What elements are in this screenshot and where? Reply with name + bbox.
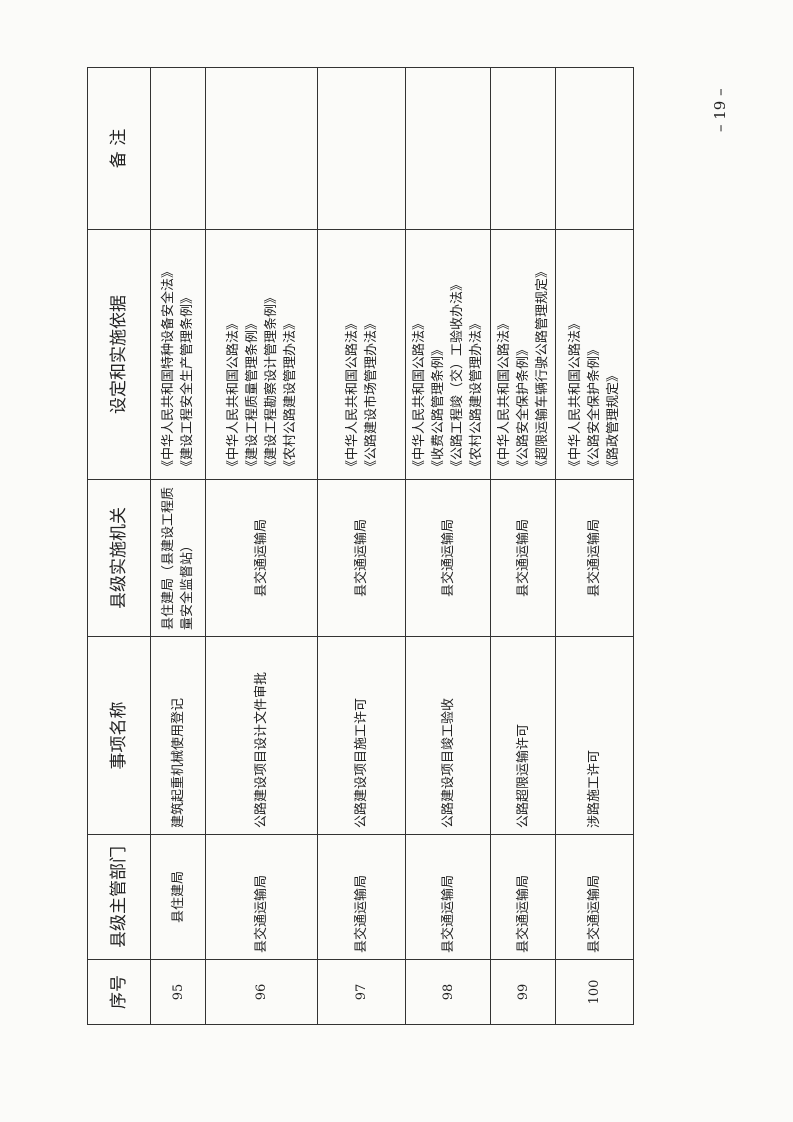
cell-agency: 县交通运输局 xyxy=(205,479,318,637)
table-row: 100 县交通运输局 涉路施工许可 县交通运输局 《中华人民共和国公路法》 《公路安全保护… xyxy=(555,67,634,1025)
rotated-table-container: 序号 县级主管部门 事项名称 县级实施机关 设定和实施依据 备 注 95 县住建局… xyxy=(87,67,634,1025)
header-remark: 备 注 xyxy=(87,67,151,230)
basis-line: 《中华人民共和国公路法》 xyxy=(225,316,241,473)
cell-dept: 县交通运输局 xyxy=(405,834,491,960)
basis-line: 《公路工程竣（交）工验收办法》 xyxy=(450,277,465,473)
table-row: 95 县住建局 建筑起重机械使用登记 县住建局（县建设工程质量安全监督站） 《中华人民共… xyxy=(150,67,206,1025)
header-no: 序号 xyxy=(87,959,151,1025)
basis-line: 《中华人民共和国公路法》 xyxy=(568,316,583,473)
cell-remark xyxy=(205,67,318,230)
cell-item: 涉路施工许可 xyxy=(555,636,634,835)
cell-dept: 县交通运输局 xyxy=(205,834,318,960)
cell-basis: 《中华人民共和国公路法》 《公路安全保护条例》 《路政管理规定》 xyxy=(555,229,634,480)
basis-line: 《中华人民共和国公路法》 xyxy=(344,316,360,473)
basis-line: 《超限运输车辆行驶公路管理规定》 xyxy=(534,264,550,473)
cell-no: 95 xyxy=(150,959,206,1025)
cell-no: 99 xyxy=(490,959,556,1025)
basis-line: 《建设工程安全生产管理条例》 xyxy=(180,290,195,473)
header-basis: 设定和实施依据 xyxy=(87,229,151,480)
basis-line: 《路政管理规定》 xyxy=(606,368,621,473)
basis-line: 《中华人民共和国公路法》 xyxy=(496,316,512,473)
basis-line: 《公路安全保护条例》 xyxy=(587,342,602,473)
basis-line: 《收费公路管理条例》 xyxy=(431,342,446,473)
cell-dept: 县住建局 xyxy=(150,834,206,960)
table-row: 96 县交通运输局 公路建设项目设计文件审批 县交通运输局 《中华人民共和国公路法》 《建… xyxy=(205,67,318,1025)
cell-remark xyxy=(490,67,556,230)
cell-remark xyxy=(555,67,634,230)
basis-line: 《中华人民共和国特种设备安全法》 xyxy=(161,264,176,473)
cell-remark xyxy=(150,67,206,230)
cell-no: 98 xyxy=(405,959,491,1025)
basis-line: 《中华人民共和国公路法》 xyxy=(412,316,427,473)
cell-agency: 县住建局（县建设工程质量安全监督站） xyxy=(150,479,206,637)
items-table: 序号 县级主管部门 事项名称 县级实施机关 设定和实施依据 备 注 95 县住建局… xyxy=(87,67,634,1025)
cell-no: 96 xyxy=(205,959,318,1025)
cell-agency: 县交通运输局 xyxy=(317,479,406,637)
cell-remark xyxy=(317,67,406,230)
basis-line: 《农村公路建设管理办法》 xyxy=(469,316,484,473)
basis-line: 《公路安全保护条例》 xyxy=(515,342,531,473)
cell-agency: 县交通运输局 xyxy=(555,479,634,637)
header-item: 事项名称 xyxy=(87,636,151,835)
table-row: 98 县交通运输局 公路建设项目竣工验收 县交通运输局 《中华人民共和国公路法》 《收费公… xyxy=(405,67,491,1025)
cell-agency: 县交通运输局 xyxy=(405,479,491,637)
cell-item: 公路建设项目设计文件审批 xyxy=(205,636,318,835)
cell-remark xyxy=(405,67,491,230)
basis-line: 《公路建设市场管理办法》 xyxy=(363,316,379,473)
cell-item: 公路超限运输许可 xyxy=(490,636,556,835)
cell-basis: 《中华人民共和国特种设备安全法》 《建设工程安全生产管理条例》 xyxy=(150,229,206,480)
table-row: 99 县交通运输局 公路超限运输许可 县交通运输局 《中华人民共和国公路法》 《公路安全保… xyxy=(490,67,556,1025)
cell-basis: 《中华人民共和国公路法》 《建设工程质量管理条例》 《建设工程勘察设计管理条例》 《农… xyxy=(205,229,318,480)
basis-line: 《建设工程质量管理条例》 xyxy=(244,316,260,473)
page-number: – 19 – xyxy=(711,88,729,132)
table-row: 97 县交通运输局 公路建设项目施工许可 县交通运输局 《中华人民共和国公路法》 《公路建… xyxy=(317,67,406,1025)
basis-line: 《建设工程勘察设计管理条例》 xyxy=(263,290,279,473)
cell-dept: 县交通运输局 xyxy=(490,834,556,960)
cell-no: 100 xyxy=(555,959,634,1025)
table-header: 序号 县级主管部门 事项名称 县级实施机关 设定和实施依据 备 注 xyxy=(87,67,151,1025)
basis-line: 《农村公路建设管理办法》 xyxy=(282,316,298,473)
cell-dept: 县交通运输局 xyxy=(555,834,634,960)
cell-item: 公路建设项目施工许可 xyxy=(317,636,406,835)
header-dept: 县级主管部门 xyxy=(87,834,151,960)
cell-dept: 县交通运输局 xyxy=(317,834,406,960)
cell-agency: 县交通运输局 xyxy=(490,479,556,637)
cell-basis: 《中华人民共和国公路法》 《收费公路管理条例》 《公路工程竣（交）工验收办法》 《农村… xyxy=(405,229,491,480)
header-agency: 县级实施机关 xyxy=(87,479,151,637)
cell-basis: 《中华人民共和国公路法》 《公路建设市场管理办法》 xyxy=(317,229,406,480)
cell-item: 建筑起重机械使用登记 xyxy=(150,636,206,835)
cell-item: 公路建设项目竣工验收 xyxy=(405,636,491,835)
cell-basis: 《中华人民共和国公路法》 《公路安全保护条例》 《超限运输车辆行驶公路管理规定》 xyxy=(490,229,556,480)
cell-no: 97 xyxy=(317,959,406,1025)
